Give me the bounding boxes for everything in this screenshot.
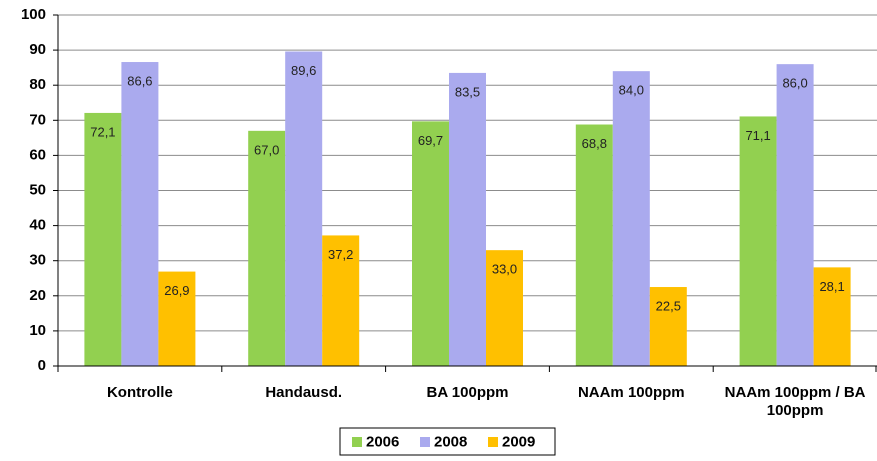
bar: [121, 62, 159, 367]
x-tick-label: Handausd.: [265, 384, 343, 401]
bar: [575, 124, 613, 367]
legend-label: 2006: [366, 433, 399, 450]
y-tick-label: 90: [29, 41, 46, 58]
y-tick-label: 70: [29, 111, 46, 128]
legend-swatch: [488, 437, 498, 447]
data-label: 67,0: [254, 142, 279, 157]
x-tick-label: Kontrolle: [106, 384, 173, 401]
y-tick-label: 10: [29, 322, 46, 339]
legend-label: 2008: [434, 433, 467, 450]
bar: [649, 287, 687, 366]
bar: [449, 72, 486, 366]
legend-swatch: [420, 437, 430, 447]
data-label: 89,6: [291, 63, 316, 78]
y-tick-label: 60: [29, 146, 46, 163]
x-tick-label: NAAm 100ppm: [577, 384, 685, 401]
bar: [813, 267, 851, 366]
y-tick-label: 100: [21, 6, 46, 23]
bar: [486, 250, 523, 366]
y-tick-label: 40: [29, 217, 46, 234]
bar: [248, 130, 286, 366]
x-tick-label: NAAm 100ppm / BA 100ppm: [724, 384, 866, 419]
y-tick-label: 20: [29, 287, 46, 304]
data-label: 86,6: [127, 73, 152, 88]
data-label: 28,1: [819, 279, 844, 294]
y-tick-label: 0: [38, 357, 46, 374]
y-tick-label: 80: [29, 76, 46, 93]
data-label: 83,5: [455, 84, 480, 99]
data-label: 68,8: [582, 136, 607, 151]
data-label: 84,0: [619, 83, 644, 98]
data-label: 26,9: [164, 283, 189, 298]
bar: [739, 116, 777, 367]
legend-box: [339, 427, 556, 456]
data-label: 33,0: [492, 262, 517, 277]
x-tick-label: BA 100ppm: [426, 384, 509, 401]
data-label: 71,1: [745, 128, 770, 143]
y-tick-label: 30: [29, 252, 46, 269]
data-label: 69,7: [418, 133, 443, 148]
bar: [776, 64, 814, 366]
data-label: 72,1: [90, 124, 115, 139]
data-label: 22,5: [656, 298, 681, 313]
legend-label: 2009: [502, 433, 535, 450]
bar: [84, 112, 122, 366]
y-tick-label: 50: [29, 181, 46, 198]
bar: [322, 235, 360, 366]
bar: [158, 271, 196, 366]
legend-swatch: [352, 437, 362, 447]
data-label: 37,2: [328, 247, 353, 262]
bar: [612, 71, 650, 366]
bar: [412, 121, 449, 366]
data-label: 86,0: [782, 76, 807, 91]
bar: [285, 51, 323, 367]
